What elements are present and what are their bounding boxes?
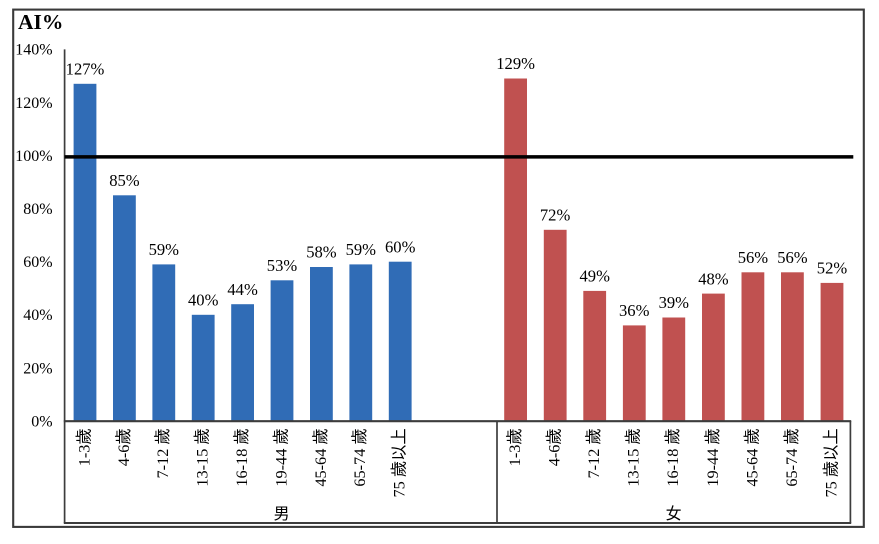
svg-text:49%: 49% <box>579 267 610 286</box>
svg-text:58%: 58% <box>306 243 337 262</box>
svg-text:7-12 歲: 7-12 歲 <box>584 428 603 478</box>
svg-text:75 歲以上: 75 歲以上 <box>821 428 840 497</box>
svg-text:65-74 歲: 65-74 歲 <box>782 428 801 486</box>
svg-text:16-18 歲: 16-18 歲 <box>663 428 682 486</box>
svg-text:56%: 56% <box>738 248 769 267</box>
svg-text:65-74 歲: 65-74 歲 <box>350 428 369 486</box>
svg-text:女: 女 <box>666 504 682 523</box>
svg-text:7-12 歲: 7-12 歲 <box>153 428 172 478</box>
svg-text:13-15 歲: 13-15 歲 <box>624 428 643 486</box>
svg-text:52%: 52% <box>817 259 848 278</box>
svg-text:4-6歲: 4-6歲 <box>114 428 133 466</box>
svg-text:16-18 歲: 16-18 歲 <box>232 428 251 486</box>
svg-text:53%: 53% <box>267 256 298 275</box>
svg-text:男: 男 <box>274 506 290 523</box>
svg-text:39%: 39% <box>659 293 690 312</box>
svg-text:1-3歲: 1-3歲 <box>505 428 524 466</box>
svg-text:59%: 59% <box>346 240 377 259</box>
svg-text:120%: 120% <box>15 95 52 112</box>
svg-text:0%: 0% <box>31 413 52 430</box>
svg-text:40%: 40% <box>188 291 219 310</box>
svg-text:13-15 歲: 13-15 歲 <box>193 428 212 486</box>
svg-text:127%: 127% <box>66 60 105 79</box>
svg-text:45-64 歲: 45-64 歲 <box>311 428 330 486</box>
svg-text:100%: 100% <box>15 148 52 165</box>
svg-text:4-6歲: 4-6歲 <box>545 428 564 466</box>
svg-text:19-44 歲: 19-44 歲 <box>703 428 722 486</box>
svg-text:60%: 60% <box>23 254 52 271</box>
svg-text:56%: 56% <box>777 248 808 267</box>
svg-text:48%: 48% <box>698 269 729 288</box>
svg-text:20%: 20% <box>23 360 52 377</box>
svg-text:AI%: AI% <box>18 10 63 34</box>
svg-text:36%: 36% <box>619 301 650 320</box>
svg-text:40%: 40% <box>23 307 52 324</box>
svg-text:60%: 60% <box>385 237 416 256</box>
svg-text:59%: 59% <box>149 240 180 259</box>
svg-text:129%: 129% <box>496 54 535 73</box>
svg-text:75 歲以上: 75 歲以上 <box>390 428 409 497</box>
svg-text:72%: 72% <box>540 206 571 225</box>
svg-text:140%: 140% <box>15 42 52 59</box>
svg-text:85%: 85% <box>109 171 140 190</box>
svg-text:80%: 80% <box>23 201 52 218</box>
svg-text:44%: 44% <box>227 280 258 299</box>
svg-text:19-44 歲: 19-44 歲 <box>271 428 290 486</box>
svg-text:45-64 歲: 45-64 歲 <box>742 428 761 486</box>
svg-text:1-3歲: 1-3歲 <box>74 428 93 466</box>
